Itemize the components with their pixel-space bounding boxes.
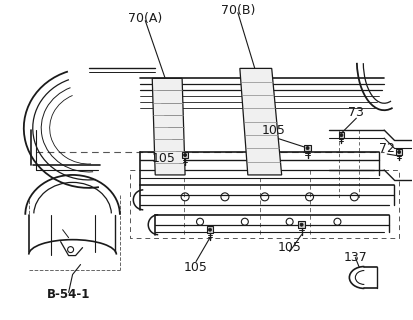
Text: 70(B): 70(B) [221, 4, 255, 17]
Bar [396, 149, 402, 155]
Text: 72: 72 [379, 141, 395, 155]
Text: B-54-1: B-54-1 [47, 288, 90, 301]
Text: 73: 73 [349, 106, 364, 119]
Circle shape [300, 223, 303, 226]
Text: 137: 137 [344, 251, 367, 264]
Bar [339, 132, 344, 138]
Text: 70(A): 70(A) [128, 12, 162, 25]
Polygon shape [240, 68, 282, 175]
Bar [182, 152, 188, 158]
Circle shape [306, 147, 309, 149]
Text: 105: 105 [151, 151, 175, 164]
Text: 105: 105 [184, 261, 208, 274]
Polygon shape [152, 78, 185, 175]
Text: 105: 105 [262, 124, 286, 137]
Bar [304, 145, 311, 151]
Bar [298, 221, 305, 228]
Circle shape [184, 154, 187, 156]
Bar [206, 227, 213, 233]
Circle shape [209, 228, 211, 231]
Circle shape [340, 134, 343, 137]
Text: 105: 105 [278, 241, 301, 254]
Circle shape [398, 150, 401, 154]
